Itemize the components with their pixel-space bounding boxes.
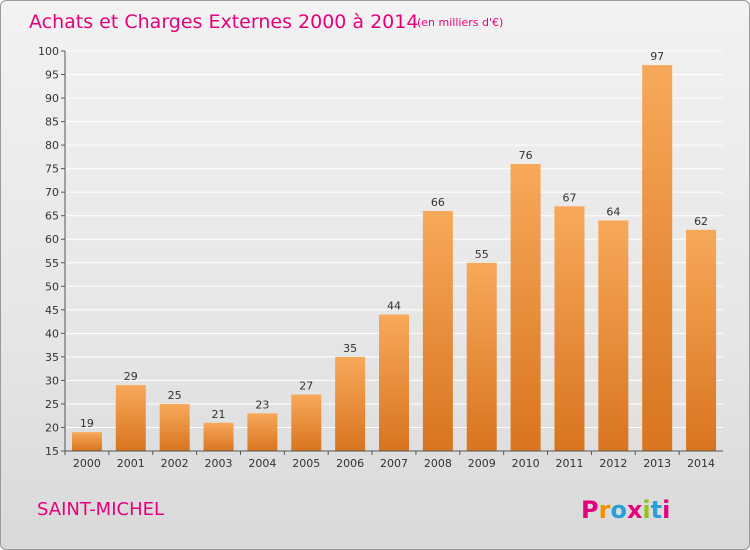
- bar-2011: [554, 206, 585, 451]
- y-tick-label: 75: [45, 163, 59, 176]
- bar-2002: [159, 403, 190, 451]
- data-label: 44: [387, 300, 401, 313]
- data-label: 23: [255, 398, 269, 411]
- y-tick-label: 25: [45, 398, 59, 411]
- data-label: 29: [124, 370, 138, 383]
- bar-2003: [203, 422, 234, 451]
- x-tick-label: 2001: [117, 457, 145, 470]
- x-tick-label: 2014: [687, 457, 715, 470]
- x-tick-label: 2010: [512, 457, 540, 470]
- bar-2001: [115, 385, 146, 451]
- x-tick-label: 2003: [205, 457, 233, 470]
- data-label: 97: [650, 50, 664, 63]
- proxiti-logo: Proxiti: [581, 496, 670, 524]
- x-tick-label: 2004: [248, 457, 276, 470]
- data-label: 27: [299, 380, 313, 393]
- x-tick-label: 2012: [599, 457, 627, 470]
- chart-subtitle: (en milliers d'€): [417, 16, 503, 29]
- data-label: 62: [694, 215, 708, 228]
- bar-2004: [247, 413, 278, 451]
- bar-2007: [379, 314, 409, 451]
- y-tick-label: 45: [45, 304, 59, 317]
- data-label: 35: [343, 342, 357, 355]
- y-tick-label: 90: [45, 92, 59, 105]
- y-tick-label: 65: [45, 210, 59, 223]
- data-label: 19: [80, 417, 94, 430]
- commune-name: SAINT-MICHEL: [37, 499, 164, 520]
- data-label: 67: [562, 191, 576, 204]
- grid-lines: [65, 50, 723, 452]
- data-label: 25: [168, 389, 182, 402]
- x-tick-label: 2011: [555, 457, 583, 470]
- x-axis-ticks: 2000 2001 2002 2003 2004 2005 2006 2007 2008 2009…: [64, 451, 715, 470]
- bar-2010: [510, 163, 541, 452]
- y-axis-ticks: 15 20 25 30 35 40 45 50 55 60 65 70 75 80 85 90 95 100: [38, 45, 65, 458]
- data-label: 21: [212, 408, 226, 421]
- bar-2012: [598, 220, 629, 451]
- y-tick-label: 30: [45, 374, 59, 387]
- bar-2014: [686, 229, 717, 451]
- bar-2000: [71, 432, 102, 451]
- y-tick-label: 95: [45, 69, 59, 82]
- data-label: 76: [519, 149, 533, 162]
- y-tick-label: 50: [45, 280, 59, 293]
- bar-2006: [335, 356, 366, 451]
- x-tick-label: 2007: [380, 457, 408, 470]
- y-tick-label: 60: [45, 233, 59, 246]
- x-tick-label: 2009: [468, 457, 496, 470]
- data-label: 64: [606, 205, 620, 218]
- x-tick-label: 2005: [292, 457, 320, 470]
- y-tick-label: 80: [45, 139, 59, 152]
- bar-2009: [466, 262, 497, 451]
- x-tick-label: 2008: [424, 457, 452, 470]
- bar-2005: [291, 394, 322, 451]
- y-tick-label: 70: [45, 186, 59, 199]
- bars: 19 29 25 21 23 27 35 44 66 55 76 67 64 97 62: [71, 50, 717, 452]
- x-tick-label: 2000: [73, 457, 101, 470]
- bar-2008: [422, 211, 453, 451]
- x-tick-label: 2006: [336, 457, 364, 470]
- data-label: 66: [431, 196, 445, 209]
- y-tick-label: 15: [45, 445, 59, 458]
- y-tick-label: 40: [45, 327, 59, 340]
- data-label: 55: [475, 248, 489, 261]
- y-tick-label: 100: [38, 45, 59, 58]
- y-tick-label: 20: [45, 421, 59, 434]
- y-tick-label: 55: [45, 257, 59, 270]
- y-tick-label: 85: [45, 116, 59, 129]
- chart-title: Achats et Charges Externes 2000 à 2014: [29, 11, 418, 33]
- x-tick-label: 2002: [161, 457, 189, 470]
- bar-2013: [642, 65, 673, 451]
- x-tick-label: 2013: [643, 457, 671, 470]
- y-tick-label: 35: [45, 351, 59, 364]
